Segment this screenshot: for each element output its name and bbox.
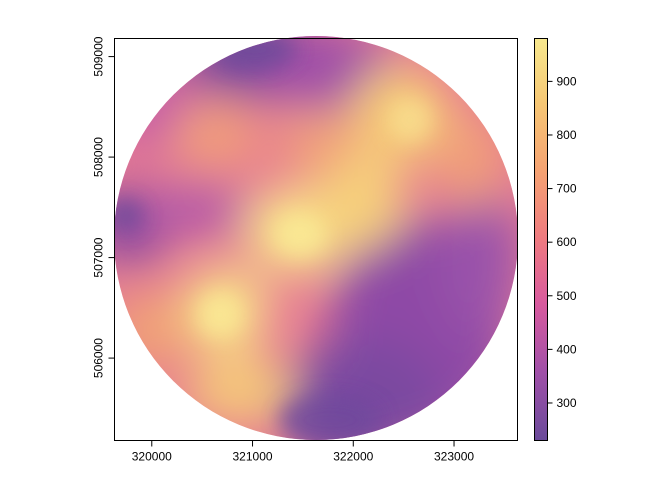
x-tick-label: 323000 [434,450,474,464]
y-axis: 506000 507000 508000 509000 [92,36,115,378]
y-tick-label: 509000 [92,36,106,76]
legend-ticks: 300 400 500 600 700 800 900 [547,74,577,410]
legend-tick-label: 300 [557,396,577,410]
plot-frame [114,38,518,441]
elevation-raster [114,36,518,440]
y-tick-label: 507000 [92,237,106,277]
elevation-legend: 300 400 500 600 700 800 900 [534,38,577,441]
legend-tick-label: 700 [557,182,577,196]
x-tick-label: 320000 [132,450,172,464]
x-tick-label: 321000 [233,450,273,464]
x-axis: 320000 321000 322000 323000 [132,440,474,464]
legend-colorbar [534,38,548,441]
y-tick-label: 508000 [92,137,106,177]
y-tick-label: 506000 [92,338,106,378]
legend-tick-label: 900 [557,74,577,88]
legend-tick-label: 800 [557,128,577,142]
legend-tick-label: 400 [557,342,577,356]
legend-tick-label: 600 [557,235,577,249]
legend-tick-label: 500 [557,289,577,303]
x-tick-label: 322000 [333,450,373,464]
